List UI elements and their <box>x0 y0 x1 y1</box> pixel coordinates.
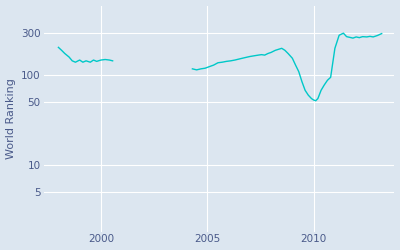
Y-axis label: World Ranking: World Ranking <box>6 78 16 159</box>
